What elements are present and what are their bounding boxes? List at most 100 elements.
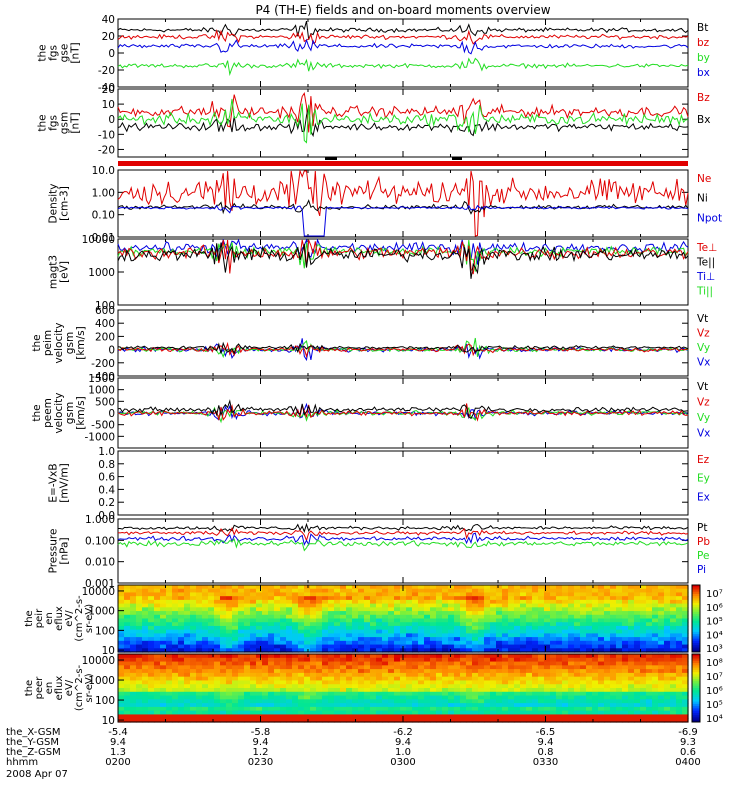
peir-en-eflux-cell [484, 592, 491, 597]
peir-en-eflux-cell [652, 614, 659, 620]
peer-en-eflux-colorbar-cell [692, 663, 700, 666]
peer-en-eflux-cell [562, 669, 569, 674]
peir-en-eflux-cell [292, 585, 299, 590]
peir-en-eflux-cell [322, 596, 329, 601]
peir-en-eflux-cell [202, 640, 209, 646]
peer-en-eflux-cell [388, 718, 395, 723]
peir-en-eflux-cell [544, 585, 551, 590]
peir-en-eflux-cell [316, 633, 323, 638]
peir-en-eflux-cell [232, 599, 239, 605]
peer-en-eflux-cell [490, 654, 497, 659]
peer-en-eflux-cell [472, 695, 479, 700]
peir-en-eflux-cell [178, 648, 185, 653]
peir-en-eflux-cell [286, 599, 293, 605]
peir-en-eflux-cell [442, 637, 449, 642]
peer-en-eflux-y-axis-label: sr-eV) [84, 673, 95, 702]
peer-en-eflux-cell [250, 657, 257, 663]
peir-en-eflux-cell [118, 585, 125, 590]
peer-en-eflux-cell [124, 699, 131, 704]
peer-en-eflux-cell [166, 695, 173, 700]
peer-en-eflux-cell [292, 710, 299, 716]
peir-en-eflux-cell [514, 599, 521, 605]
peer-en-eflux-cell [598, 680, 605, 685]
peer-en-eflux-cell [586, 699, 593, 704]
peir-en-eflux-cell [532, 596, 539, 601]
peir-en-eflux-cell [676, 585, 683, 590]
peir-en-eflux-cell [154, 611, 161, 616]
peir-en-eflux-cell [526, 618, 533, 623]
peir-en-eflux-cell [250, 614, 257, 620]
peer-en-eflux-cell [130, 654, 137, 659]
peir-en-eflux-colorbar-cell [692, 649, 700, 653]
peer-en-eflux-cell [382, 710, 389, 716]
peem-velocity-legend-Vy: Vy [697, 412, 710, 424]
peir-en-eflux-cell [400, 596, 407, 601]
peir-en-eflux-cell [250, 603, 257, 608]
peir-en-eflux-cell [154, 629, 161, 634]
peer-en-eflux-cell [514, 676, 521, 682]
peer-en-eflux-cell [472, 699, 479, 704]
peir-en-eflux-cell [184, 640, 191, 646]
peer-en-eflux-cell [436, 654, 443, 659]
peir-en-eflux-cell [394, 629, 401, 634]
peir-en-eflux-cell [220, 637, 227, 642]
peer-en-eflux-cell [550, 654, 557, 659]
peir-en-eflux-cell [430, 611, 437, 616]
peer-en-eflux-cell [418, 676, 425, 682]
peir-en-eflux-cell [190, 625, 197, 631]
peer-en-eflux-cell [382, 654, 389, 659]
peir-en-eflux-cell [604, 599, 611, 605]
peir-en-eflux-cell [634, 629, 641, 634]
peir-en-eflux-cell [274, 596, 281, 601]
peer-en-eflux-cell [406, 691, 413, 697]
peer-en-eflux-cell [394, 684, 401, 689]
peir-en-eflux-cell [340, 622, 347, 627]
peer-en-eflux-cell [208, 714, 215, 719]
peir-en-eflux-cell [664, 611, 671, 616]
peir-en-eflux-cell [208, 585, 215, 590]
peim-velocity-series-Vt [117, 341, 689, 355]
x-axis-row-label: the_Z-GSM [6, 747, 61, 758]
peer-en-eflux-cell [598, 695, 605, 700]
peer-en-eflux-cell [580, 718, 587, 723]
peir-en-eflux-cell [646, 648, 653, 653]
peer-en-eflux-cell [136, 706, 143, 712]
peer-en-eflux-cell [286, 654, 293, 659]
peir-en-eflux-cell [382, 592, 389, 597]
peir-en-eflux-cell [412, 611, 419, 616]
peir-en-eflux-cell [166, 625, 173, 631]
peer-en-eflux-cell [568, 695, 575, 700]
peer-en-eflux-cell [568, 654, 575, 659]
peer-en-eflux-cell [208, 688, 215, 693]
peir-en-eflux-cell [154, 599, 161, 605]
peer-en-eflux-cell [532, 657, 539, 663]
peer-en-eflux-cell [670, 680, 677, 685]
peir-en-eflux-cell [466, 629, 473, 634]
pressure-legend-Pe: Pe [697, 550, 709, 562]
peer-en-eflux-colorbar-label: 10⁴ [706, 714, 723, 725]
peir-en-eflux-cell [682, 637, 689, 642]
peer-en-eflux-cell [532, 695, 539, 700]
peir-en-eflux-cell [346, 585, 353, 590]
peer-en-eflux-cell [322, 695, 329, 700]
peir-en-eflux-cell [346, 588, 353, 594]
peer-en-eflux-cell [406, 676, 413, 682]
peer-en-eflux-cell [292, 661, 299, 666]
peer-en-eflux-cell [184, 669, 191, 674]
peir-en-eflux-cell [364, 588, 371, 594]
peer-en-eflux-cell [124, 676, 131, 682]
peir-en-eflux-cell [214, 633, 221, 638]
peir-en-eflux-cell [334, 585, 341, 590]
peer-en-eflux-cell [604, 699, 611, 704]
peir-en-eflux-cell [598, 603, 605, 608]
peer-en-eflux-cell [130, 710, 137, 716]
peir-en-eflux-cell [604, 622, 611, 627]
peir-en-eflux-colorbar-label: 10³ [706, 644, 723, 655]
fgs-gse-y-axis-label: fgs [48, 45, 60, 61]
peir-en-eflux-cell [340, 603, 347, 608]
peir-en-eflux-cell [154, 625, 161, 631]
peir-en-eflux-cell [298, 592, 305, 597]
peer-en-eflux-cell [328, 718, 335, 723]
peer-en-eflux-cell [196, 684, 203, 689]
peer-en-eflux-cell [172, 665, 179, 670]
